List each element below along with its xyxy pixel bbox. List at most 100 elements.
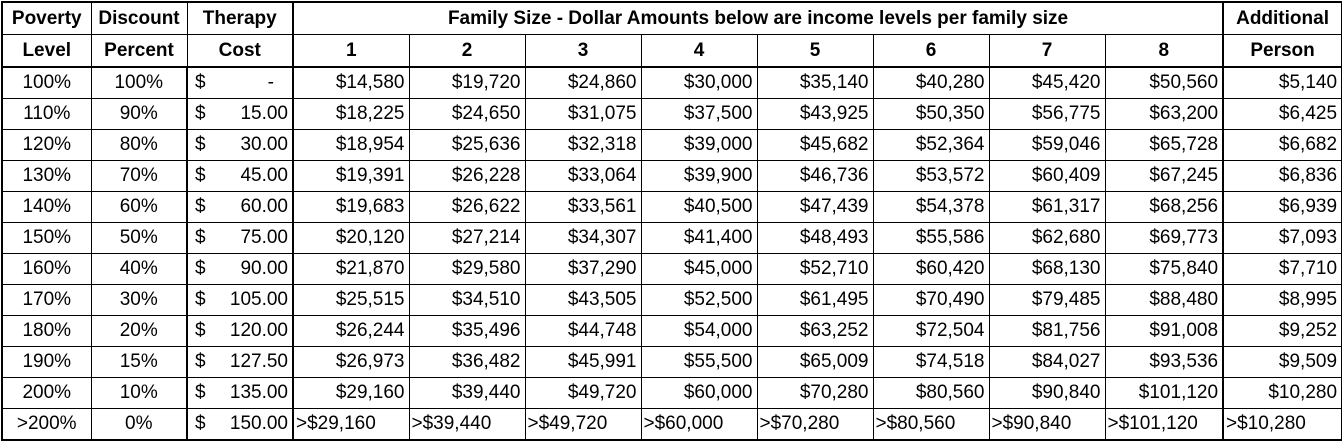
income-cell-size-6: $70,490 — [872, 284, 990, 316]
discount-percent-cell: 70% — [90, 160, 188, 192]
additional-person-cell: $7,710 — [1222, 253, 1342, 285]
table-row: 180% 20% $120.00 $26,244 $35,496 $44,748 $54,0… — [1, 315, 1342, 347]
income-cell-size-3: $44,748 — [524, 315, 642, 347]
cost-currency-symbol: $ — [195, 227, 206, 248]
income-cell-size-4: $41,400 — [640, 222, 758, 254]
additional-person-cell: $7,093 — [1222, 222, 1342, 254]
income-cell-size-8: $101,120 — [1104, 377, 1224, 409]
income-cell-size-7: $79,485 — [988, 284, 1106, 316]
income-cell-size-8: $50,560 — [1104, 66, 1224, 99]
discount-percent-header-top: Discount — [90, 1, 188, 35]
income-cell-size-2: $26,622 — [408, 191, 526, 223]
cost-currency-symbol: $ — [195, 165, 206, 186]
table-row: 170% 30% $105.00 $25,515 $34,510 $43,505 $52,5… — [1, 284, 1342, 316]
income-cell-size-4: $45,000 — [640, 253, 758, 285]
additional-person-cell: $10,280 — [1222, 377, 1342, 409]
income-cell-size-1: >$29,160 — [292, 408, 410, 441]
cost-amount: 120.00 — [229, 320, 288, 341]
poverty-level-cell: >200% — [1, 408, 92, 441]
income-cell-size-8: $93,536 — [1104, 346, 1224, 378]
therapy-cost-cell: $ - — [186, 66, 294, 99]
income-cell-size-7: $81,756 — [988, 315, 1106, 347]
income-cell-size-6: $52,364 — [872, 129, 990, 161]
income-cell-size-2: $34,510 — [408, 284, 526, 316]
income-cell-size-2: >$39,440 — [408, 408, 526, 441]
poverty-level-header-bottom: Level — [1, 34, 92, 68]
additional-person-cell: $8,995 — [1222, 284, 1342, 316]
income-cell-size-1: $26,244 — [292, 315, 410, 347]
additional-person-cell: $5,140 — [1222, 66, 1342, 99]
additional-person-cell: $9,509 — [1222, 346, 1342, 378]
income-cell-size-1: $14,580 — [292, 66, 410, 99]
income-cell-size-7: $90,840 — [988, 377, 1106, 409]
family-size-5-header: 5 — [756, 34, 874, 68]
family-size-6-header: 6 — [872, 34, 990, 68]
income-cell-size-7: $84,027 — [988, 346, 1106, 378]
income-cell-size-4: $55,500 — [640, 346, 758, 378]
income-cell-size-8: $68,256 — [1104, 191, 1224, 223]
income-cell-size-1: $26,973 — [292, 346, 410, 378]
table-row: 140% 60% $60.00 $19,683 $26,622 $33,561 $40,50… — [1, 191, 1342, 223]
discount-percent-cell: 0% — [90, 408, 188, 441]
additional-person-cell: $6,425 — [1222, 98, 1342, 130]
income-cell-size-8: $69,773 — [1104, 222, 1224, 254]
income-cell-size-3: $24,860 — [524, 66, 642, 99]
table-row: >200% 0% $150.00 >$29,160 >$39,440 >$49,720 >$… — [1, 408, 1342, 441]
income-cell-size-2: $26,228 — [408, 160, 526, 192]
therapy-cost-cell: $135.00 — [186, 377, 294, 409]
cost-amount: 105.00 — [229, 289, 288, 310]
cost-amount: 150.00 — [229, 413, 288, 434]
income-cell-size-8: $88,480 — [1104, 284, 1224, 316]
table-header: Poverty Discount Therapy Family Size - D… — [1, 1, 1342, 68]
discount-percent-cell: 60% — [90, 191, 188, 223]
cost-currency-symbol: $ — [195, 134, 206, 155]
cost-amount: 75.00 — [240, 227, 288, 248]
cost-currency-symbol: $ — [195, 351, 206, 372]
therapy-cost-header-bottom: Cost — [186, 34, 294, 68]
income-cell-size-2: $39,440 — [408, 377, 526, 409]
income-cell-size-7: $61,317 — [988, 191, 1106, 223]
discount-percent-cell: 100% — [90, 66, 188, 99]
cost-amount: 90.00 — [240, 258, 288, 279]
income-cell-size-6: $53,572 — [872, 160, 990, 192]
cost-amount: - — [267, 72, 274, 93]
income-cell-size-3: $45,991 — [524, 346, 642, 378]
family-size-1-header: 1 — [292, 34, 410, 68]
income-cell-size-2: $24,650 — [408, 98, 526, 130]
poverty-level-cell: 140% — [1, 191, 92, 223]
family-size-3-header: 3 — [524, 34, 642, 68]
table-row: 150% 50% $75.00 $20,120 $27,214 $34,307 $41,40… — [1, 222, 1342, 254]
poverty-level-cell: 100% — [1, 66, 92, 99]
additional-person-cell: $6,939 — [1222, 191, 1342, 223]
additional-person-header-top: Additional — [1222, 1, 1342, 35]
therapy-cost-cell: $15.00 — [186, 98, 294, 130]
cost-currency-symbol: $ — [195, 289, 206, 310]
income-cell-size-6: $50,350 — [872, 98, 990, 130]
poverty-level-cell: 110% — [1, 98, 92, 130]
income-cell-size-7: $56,775 — [988, 98, 1106, 130]
income-cell-size-8: $63,200 — [1104, 98, 1224, 130]
discount-percent-cell: 15% — [90, 346, 188, 378]
cost-currency-symbol: $ — [195, 258, 206, 279]
therapy-cost-cell: $90.00 — [186, 253, 294, 285]
income-cell-size-3: $33,561 — [524, 191, 642, 223]
cost-amount: 127.50 — [229, 351, 288, 372]
income-cell-size-2: $29,580 — [408, 253, 526, 285]
income-cell-size-1: $20,120 — [292, 222, 410, 254]
income-cell-size-3: $43,505 — [524, 284, 642, 316]
income-cell-size-4: $40,500 — [640, 191, 758, 223]
additional-person-header-bottom: Person — [1222, 34, 1342, 68]
therapy-cost-header-top: Therapy — [186, 1, 294, 35]
income-cell-size-5: $70,280 — [756, 377, 874, 409]
discount-percent-cell: 30% — [90, 284, 188, 316]
therapy-cost-cell: $127.50 — [186, 346, 294, 378]
income-cell-size-4: $52,500 — [640, 284, 758, 316]
cost-currency-symbol: $ — [195, 413, 206, 434]
family-size-7-header: 7 — [988, 34, 1106, 68]
therapy-cost-cell: $45.00 — [186, 160, 294, 192]
income-cell-size-3: $34,307 — [524, 222, 642, 254]
income-cell-size-7: $60,409 — [988, 160, 1106, 192]
income-cell-size-1: $19,683 — [292, 191, 410, 223]
therapy-cost-cell: $105.00 — [186, 284, 294, 316]
